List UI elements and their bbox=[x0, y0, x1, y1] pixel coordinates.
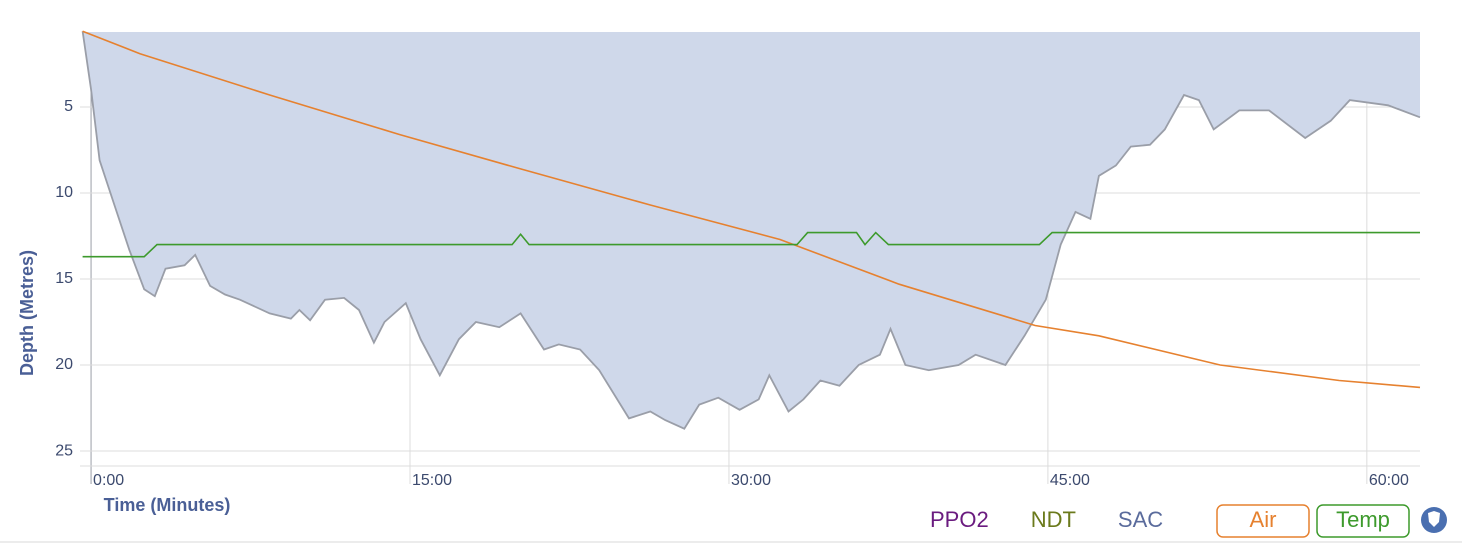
x-tick-label: 45:00 bbox=[1050, 472, 1090, 489]
x-tick-label: 0:00 bbox=[93, 472, 124, 489]
x-tick-label: 15:00 bbox=[412, 472, 452, 489]
series-line bbox=[82, 231, 1420, 258]
depth-area bbox=[82, 31, 1421, 429]
y-tick-label: 10 bbox=[55, 184, 73, 201]
legend-box[interactable] bbox=[1216, 504, 1310, 538]
legend-toggle[interactable]: Temp bbox=[1336, 507, 1390, 532]
x-axis-title: Time (Minutes) bbox=[104, 495, 231, 515]
y-tick-label: 25 bbox=[55, 442, 73, 459]
y-tick-label: 15 bbox=[55, 270, 73, 287]
x-tick-label: 30:00 bbox=[731, 472, 771, 489]
shield-icon bbox=[1428, 511, 1440, 527]
legend-toggle[interactable]: Air bbox=[1250, 507, 1277, 532]
x-tick-label: 60:00 bbox=[1369, 472, 1409, 489]
y-tick-label: 5 bbox=[64, 98, 73, 115]
legend-box[interactable] bbox=[1316, 504, 1410, 538]
legend-toggle[interactable]: SAC bbox=[1118, 507, 1163, 532]
legend-toggle[interactable]: NDT bbox=[1031, 507, 1076, 532]
plot: 5 10 15 20 25 0:00 15:00 30:00 45:00 60:00 PPO2 NDT… bbox=[55, 30, 1421, 538]
y-tick-label: 20 bbox=[55, 356, 73, 373]
y-axis-title: Depth (Metres) bbox=[17, 250, 37, 376]
series-line bbox=[82, 30, 1421, 389]
depth-line bbox=[81, 31, 1421, 430]
legend-toggle[interactable]: PPO2 bbox=[930, 507, 989, 532]
